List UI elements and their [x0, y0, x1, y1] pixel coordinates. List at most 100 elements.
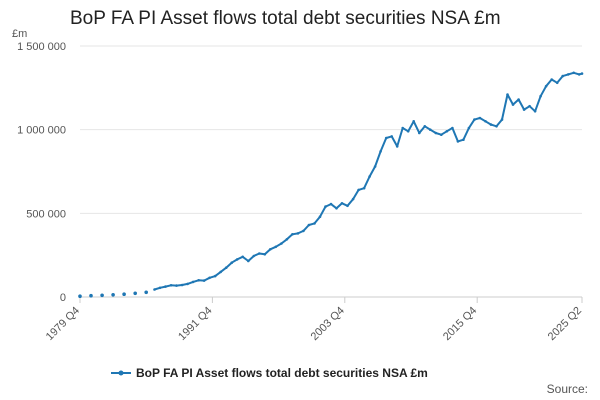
data-point [412, 120, 416, 123]
data-point [224, 266, 228, 270]
data-point [324, 205, 327, 208]
data-point [500, 118, 504, 121]
data-point [202, 279, 206, 282]
data-point [445, 130, 449, 133]
data-point [302, 229, 305, 233]
data-point [100, 293, 104, 298]
data-point [456, 140, 460, 143]
data-point [379, 150, 382, 153]
y-axis-unit-label: £m [12, 28, 28, 40]
y-tick-label: 1 500 000 [17, 41, 66, 53]
data-point [373, 165, 377, 168]
data-point [440, 133, 443, 136]
x-tick-label: 2025 Q2 [546, 305, 584, 343]
gridlines [80, 45, 582, 298]
legend: BoP FA PI Asset flows total debt securit… [110, 366, 428, 380]
data-point [357, 188, 360, 192]
data-point [473, 118, 476, 121]
data-point [122, 292, 126, 297]
data-point [269, 248, 272, 251]
series-layer [78, 71, 584, 299]
chart-title: BoP FA PI Asset flows total debt securit… [70, 8, 501, 29]
data-point [506, 93, 509, 96]
data-point [362, 186, 366, 190]
data-point [335, 207, 338, 210]
data-point [144, 290, 148, 295]
data-point [263, 253, 267, 256]
data-point [111, 293, 115, 297]
data-point [175, 284, 178, 287]
data-point [247, 259, 250, 263]
data-point [511, 103, 515, 106]
data-point [561, 74, 564, 78]
x-tick-label: 2015 Q4 [441, 305, 479, 343]
series-line [154, 71, 583, 291]
data-point [78, 294, 82, 299]
data-point [219, 270, 222, 274]
data-point [539, 94, 542, 98]
legend-label: BoP FA PI Asset flows total debt securit… [136, 366, 428, 380]
data-point [252, 254, 256, 258]
data-point [230, 261, 233, 265]
data-point [517, 98, 520, 101]
data-point [313, 222, 316, 225]
data-point [395, 145, 399, 148]
data-point [153, 288, 156, 291]
data-point [566, 73, 570, 76]
data-point [169, 284, 173, 287]
data-point [462, 138, 465, 141]
data-point [467, 126, 471, 130]
data-point [285, 238, 289, 241]
data-point [164, 285, 167, 288]
data-point [274, 245, 278, 249]
axes: 0 500 000 1 000 000 1 500 000 1979 Q4 1991 Q4… [17, 41, 584, 343]
x-tick-label: 1991 Q4 [176, 305, 214, 343]
data-point [401, 126, 405, 130]
y-tick-label: 500 000 [26, 208, 66, 220]
data-point [213, 274, 217, 278]
data-point [418, 131, 421, 135]
data-point [280, 242, 283, 245]
data-point [484, 120, 487, 123]
data-point [489, 123, 493, 126]
y-tick-label: 1 000 000 [17, 125, 66, 137]
data-point [191, 280, 195, 284]
data-point [235, 258, 239, 261]
data-point [580, 72, 584, 75]
data-point [318, 215, 322, 218]
data-point [346, 204, 349, 208]
legend-marker [111, 370, 131, 376]
data-point [351, 197, 355, 201]
data-point [544, 84, 548, 88]
data-point [307, 223, 311, 227]
data-point [533, 110, 537, 113]
data-point [423, 125, 427, 128]
data-point [258, 252, 261, 255]
data-point [340, 202, 344, 205]
x-tick-label: 1979 Q4 [44, 305, 82, 343]
data-point [478, 116, 482, 120]
data-point [429, 128, 432, 131]
data-point [495, 125, 498, 128]
data-point [158, 286, 162, 290]
data-point [197, 279, 200, 282]
y-tick-label: 0 [60, 292, 66, 304]
data-point [572, 71, 575, 75]
data-point [186, 282, 189, 286]
data-point [550, 78, 553, 81]
data-point [528, 104, 531, 108]
data-point [208, 276, 211, 280]
data-point [180, 283, 184, 287]
data-point [577, 73, 581, 76]
data-point [241, 255, 244, 259]
data-point [522, 108, 526, 111]
data-point [133, 291, 137, 296]
data-point [296, 232, 300, 235]
data-point [368, 175, 371, 178]
data-point [291, 233, 294, 236]
data-point [329, 202, 333, 206]
source-label: Source: [546, 382, 588, 396]
data-point [434, 131, 438, 135]
data-point [390, 135, 394, 138]
